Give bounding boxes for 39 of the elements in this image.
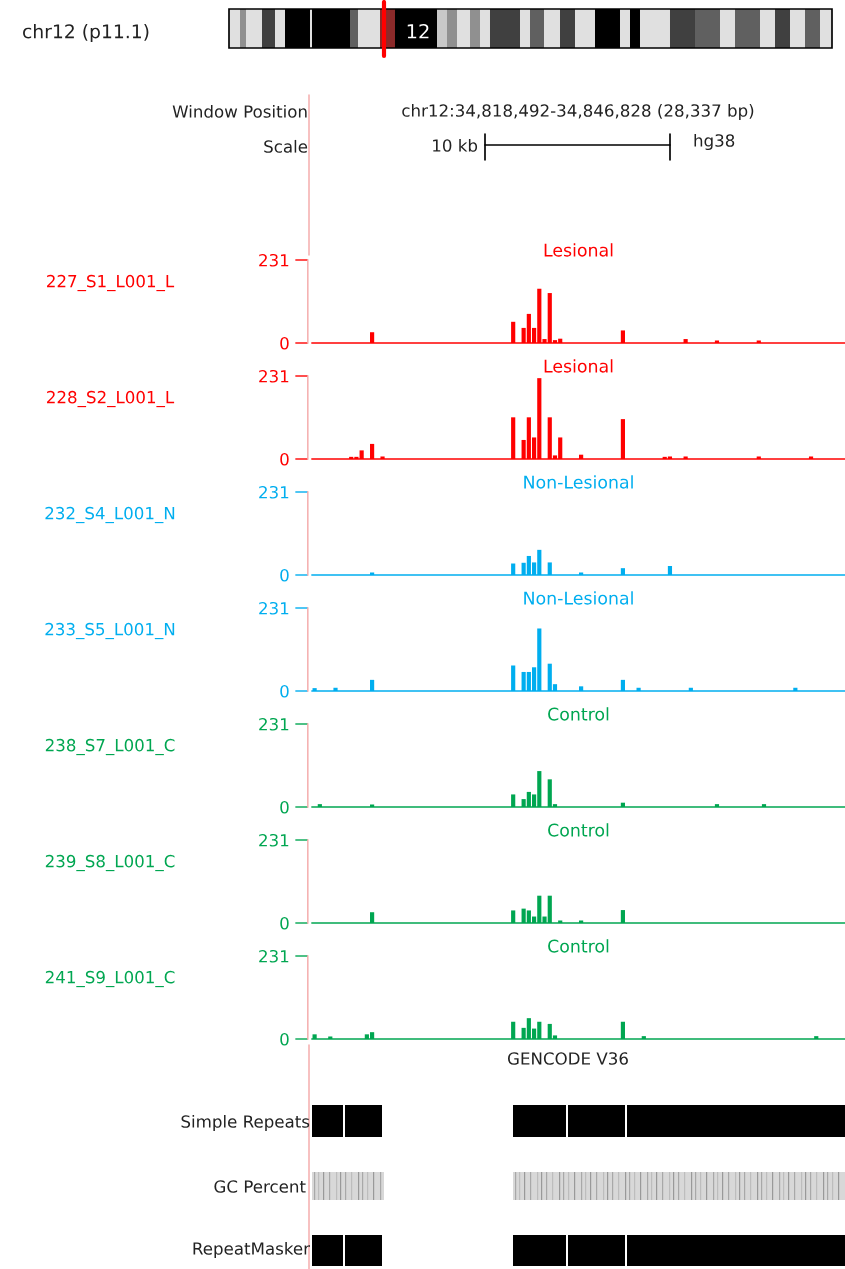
chart-title: Control: [548, 707, 609, 721]
y-tick-label: 0: [280, 1032, 289, 1046]
text: Window Position: [172, 104, 307, 118]
text: 12: [407, 23, 429, 39]
text: Scale: [264, 139, 308, 153]
text: 10 kb: [433, 138, 478, 152]
y-tick-label: 231: [259, 485, 289, 499]
y-axis-title: 239_S8_L001_C: [45, 854, 175, 872]
text: chr12:34,818,492-34,846,828 (28,337 bp): [402, 103, 754, 121]
y-axis-title: 232_S4_L001_N: [45, 506, 175, 524]
y-axis-title: 227_S1_L001_L: [47, 274, 175, 292]
text: GC Percent: [214, 1180, 306, 1193]
text: hg38: [694, 133, 735, 151]
y-axis-title: 228_S2_L001_L: [47, 390, 175, 408]
chart-title: Lesional: [544, 243, 613, 257]
y-axis-title: 238_S7_L001_C: [45, 738, 175, 756]
text: Simple Repeats: [181, 1114, 310, 1132]
y-tick-label: 231: [259, 253, 289, 267]
y-axis-title: 233_S5_L001_N: [45, 622, 175, 640]
y-tick-label: 0: [280, 916, 289, 930]
y-tick-label: 0: [280, 568, 289, 582]
y-axis-title: 241_S9_L001_C: [45, 970, 175, 988]
chart-title: Control: [548, 939, 609, 953]
y-tick-label: 231: [259, 833, 289, 847]
text: GENCODE V36: [507, 1052, 628, 1065]
text: chr12 (p11.1): [23, 23, 149, 43]
chart-title: Control: [548, 823, 609, 837]
y-tick-label: 231: [259, 949, 289, 963]
y-tick-label: 0: [280, 336, 289, 350]
y-tick-label: 231: [259, 369, 289, 383]
y-tick-label: 231: [259, 601, 289, 615]
chart-title: Lesional: [544, 359, 613, 373]
text: RepeatMasker: [193, 1241, 310, 1259]
y-tick-label: 231: [259, 717, 289, 731]
y-tick-label: 0: [280, 800, 289, 814]
y-tick-label: 0: [280, 452, 289, 466]
chart-title: Non-Lesional: [524, 475, 633, 489]
chart-title: Non-Lesional: [524, 591, 633, 605]
y-tick-label: 0: [280, 684, 289, 698]
